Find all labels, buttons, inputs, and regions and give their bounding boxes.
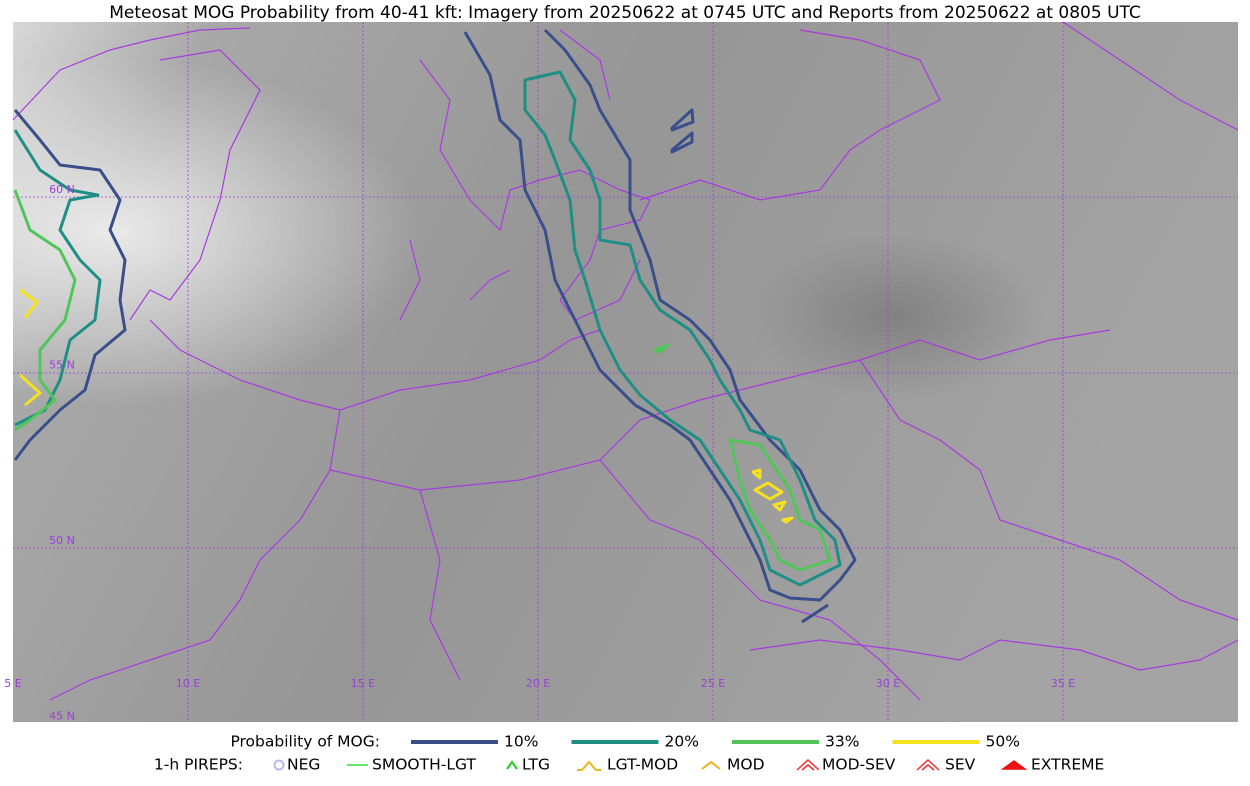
- lon-label: 5 E: [4, 677, 21, 690]
- legend-icon: [506, 760, 518, 770]
- coastlines: [12, 21, 1239, 701]
- contour-20: [523, 70, 842, 587]
- geo-labels: 5 E 10 E 15 E 20 E 25 E 30 E 35 E 60 N 55 N 50 N 4…: [4, 183, 1075, 723]
- lon-label: 25 E: [701, 677, 725, 690]
- legend-label: 10%: [504, 733, 538, 751]
- contour-33: [653, 343, 832, 572]
- legend-title: 1-h PIREPS:: [154, 756, 243, 774]
- contour-33: [13, 189, 77, 432]
- contours: [13, 28, 857, 624]
- lat-label: 45 N: [49, 710, 75, 723]
- contour-50: [18, 288, 794, 524]
- legend-label: LTG: [522, 756, 550, 774]
- legend-label: 50%: [986, 733, 1020, 751]
- legend-label: 33%: [825, 733, 859, 751]
- legend-label: MOD-SEV: [822, 756, 896, 774]
- legend-icon: [577, 760, 601, 771]
- legend-label: SMOOTH-LGT: [372, 756, 476, 774]
- legend-label: EXTREME: [1031, 756, 1104, 774]
- contour-10: [13, 109, 127, 461]
- lon-label: 30 E: [876, 677, 900, 690]
- legend-label: NEG: [287, 756, 320, 774]
- contour-10: [463, 28, 857, 624]
- lat-label: 60 N: [49, 183, 75, 196]
- map: [12, 21, 1239, 722]
- lat-label: 50 N: [49, 534, 75, 547]
- legend-label: MOD: [727, 756, 765, 774]
- legend-label: SEV: [945, 756, 976, 774]
- lon-label: 35 E: [1051, 677, 1075, 690]
- legend-label: LGT-MOD: [607, 756, 678, 774]
- dry-slot: [13, 22, 1238, 722]
- graticule: [13, 22, 1238, 722]
- legend-icon: [796, 758, 820, 771]
- contour-20: [13, 129, 102, 427]
- legend-title: Probability of MOG:: [230, 733, 380, 751]
- lon-label: 15 E: [351, 677, 375, 690]
- lon-label: 20 E: [526, 677, 550, 690]
- lat-label: 55 N: [49, 359, 75, 372]
- legend-icon: [701, 760, 721, 770]
- legend-icon: [1000, 760, 1028, 770]
- legend-label: 20%: [665, 733, 699, 751]
- legend-icon: [273, 759, 285, 771]
- legend-icon: [916, 758, 940, 771]
- lon-label: 10 E: [176, 677, 200, 690]
- title: Meteosat MOG Probability from 40-41 kft:…: [109, 3, 1141, 23]
- legend: Probability of MOG: 1-h PIREPS: 10% 20% 33…: [154, 733, 1104, 774]
